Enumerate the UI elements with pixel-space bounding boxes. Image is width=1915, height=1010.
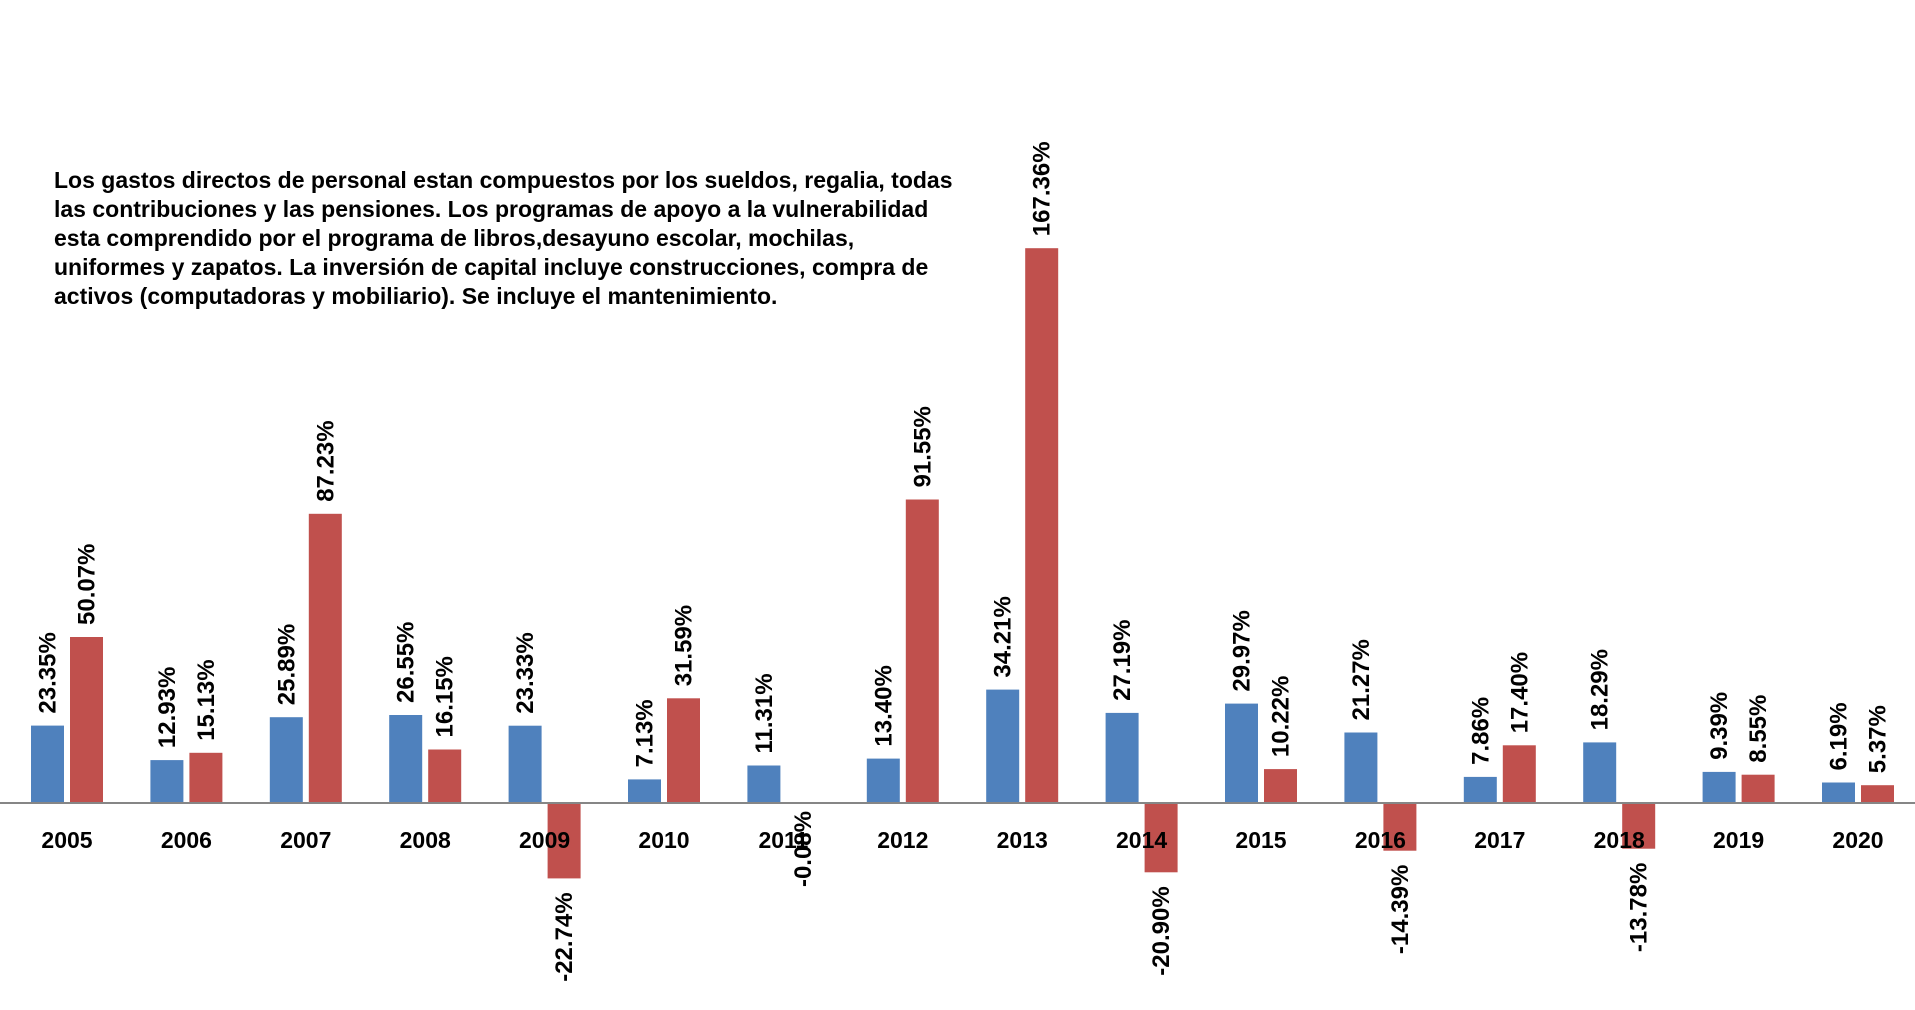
annotation-line-4: uniformes y zapatos. La inversión de cap…: [54, 254, 929, 280]
bar-2007-series-2: [308, 513, 342, 803]
data-label-2016-series-2: -14.39%: [1387, 865, 1414, 954]
data-label-2017-series-1: 7.86%: [1467, 697, 1494, 765]
bar-2017-series-2: [1502, 745, 1536, 803]
bar-2008-series-1: [389, 715, 423, 803]
data-label-2008-series-1: 26.55%: [393, 622, 420, 703]
data-label-2006-series-1: 12.93%: [154, 667, 181, 748]
data-label-2009-series-2: -22.74%: [551, 892, 578, 981]
bar-2014-series-1: [1105, 712, 1139, 803]
bar-2010-series-1: [628, 779, 661, 803]
annotation-line-3: esta comprendido por el programa de libr…: [54, 225, 855, 251]
bar-2016-series-2: [1383, 803, 1417, 851]
x-tick-label-2017: 2017: [1474, 827, 1525, 853]
data-label-2019-series-2: 8.55%: [1745, 695, 1772, 763]
x-tick-label-2015: 2015: [1235, 827, 1286, 853]
bar-2008-series-2: [428, 749, 462, 803]
bar-2014-series-2: [1144, 803, 1178, 873]
bar-2012-series-2: [905, 499, 939, 803]
data-label-2010-series-2: 31.59%: [671, 605, 698, 686]
x-tick-label-2006: 2006: [161, 827, 212, 853]
data-label-2018-series-2: -13.78%: [1626, 863, 1653, 952]
bar-2018-series-2: [1622, 803, 1656, 849]
bar-2017-series-1: [1463, 776, 1497, 803]
x-tick-label-2008: 2008: [400, 827, 451, 853]
bar-2015-series-1: [1225, 703, 1258, 803]
data-label-2007-series-1: 25.89%: [273, 624, 300, 705]
data-labels: 23.35% 50.07% 12.93% 15.13% 25.89% 87.23% 26.5…: [35, 141, 1892, 981]
data-label-2015-series-1: 29.97%: [1229, 610, 1256, 691]
x-tick-label-2009: 2009: [519, 827, 570, 853]
x-tick-label-2016: 2016: [1355, 827, 1406, 853]
data-label-2009-series-1: 23.33%: [512, 632, 539, 713]
bar-2020-series-2: [1861, 785, 1894, 803]
x-tick-label-2007: 2007: [280, 827, 331, 853]
x-tick-label-2011: 2011: [758, 827, 808, 853]
data-label-2011-series-1: 11.31%: [751, 673, 778, 753]
bar-2009-series-2: [547, 803, 581, 879]
bar-2020-series-1: [1822, 782, 1855, 803]
data-label-2020-series-2: 5.37%: [1865, 705, 1892, 773]
annotation-line-2: las contribuciones y las pensiones. Los …: [54, 196, 929, 222]
x-tick-label-2012: 2012: [877, 827, 928, 853]
x-tick-label-2005: 2005: [41, 827, 92, 853]
x-tick-label-2013: 2013: [997, 827, 1048, 853]
bar-2007-series-1: [269, 717, 303, 803]
x-tick-label-2019: 2019: [1713, 827, 1764, 853]
data-label-2014-series-2: -20.90%: [1148, 886, 1175, 975]
data-label-2013-series-1: 34.21%: [990, 596, 1017, 677]
data-label-2011-series-2: -0.08%: [790, 811, 817, 887]
bar-2015-series-2: [1264, 769, 1297, 803]
bar-2013-series-1: [986, 689, 1020, 803]
bar-2005-series-2: [70, 637, 103, 803]
data-label-2007-series-2: 87.23%: [312, 420, 339, 501]
bar-2006-series-1: [150, 760, 184, 803]
bar-2013-series-2: [1025, 248, 1059, 803]
x-tick-labels: 2005 2006 2007 2008 2009 2010 2011 2012 2013 2014…: [41, 827, 1883, 853]
data-label-2015-series-2: 10.22%: [1268, 676, 1295, 757]
bar-2016-series-1: [1344, 732, 1378, 803]
data-label-2006-series-2: 15.13%: [193, 659, 220, 740]
bar-2011-series-1: [747, 765, 781, 803]
data-label-2010-series-1: 7.13%: [632, 699, 659, 767]
x-tick-label-2018: 2018: [1594, 827, 1645, 853]
data-label-2008-series-2: 16.15%: [432, 656, 459, 737]
data-label-2019-series-1: 9.39%: [1706, 692, 1733, 760]
annotation-line-5: activos (computadoras y mobiliario). Se …: [54, 283, 778, 309]
data-label-2017-series-2: 17.40%: [1506, 652, 1533, 733]
annotation-line-1: Los gastos directos de personal estan co…: [54, 167, 953, 193]
bar-2006-series-2: [189, 752, 223, 803]
bar-2010-series-2: [667, 698, 700, 803]
data-label-2014-series-1: 27.19%: [1109, 619, 1136, 700]
bars-layer: [31, 248, 1894, 879]
bar-2012-series-1: [866, 758, 900, 803]
bar-2019-series-1: [1702, 771, 1736, 803]
data-label-2012-series-1: 13.40%: [870, 665, 897, 746]
bar-2018-series-1: [1583, 742, 1617, 803]
bar-2005-series-1: [31, 725, 64, 803]
bar-2009-series-1: [508, 725, 542, 803]
data-label-2020-series-1: 6.19%: [1826, 702, 1853, 770]
data-label-2018-series-1: 18.29%: [1587, 649, 1614, 730]
data-label-2016-series-1: 21.27%: [1348, 639, 1375, 720]
x-tick-label-2020: 2020: [1832, 827, 1883, 853]
data-label-2005-series-1: 23.35%: [35, 632, 62, 713]
data-label-2005-series-2: 50.07%: [74, 544, 101, 625]
x-tick-label-2010: 2010: [638, 827, 689, 853]
bar-2019-series-2: [1741, 774, 1775, 803]
chart-annotation: Los gastos directos de personal estan co…: [54, 166, 1054, 311]
x-tick-label-2014: 2014: [1116, 827, 1167, 853]
data-label-2012-series-2: 91.55%: [909, 406, 936, 487]
data-label-2013-series-2: 167.36%: [1029, 141, 1056, 236]
